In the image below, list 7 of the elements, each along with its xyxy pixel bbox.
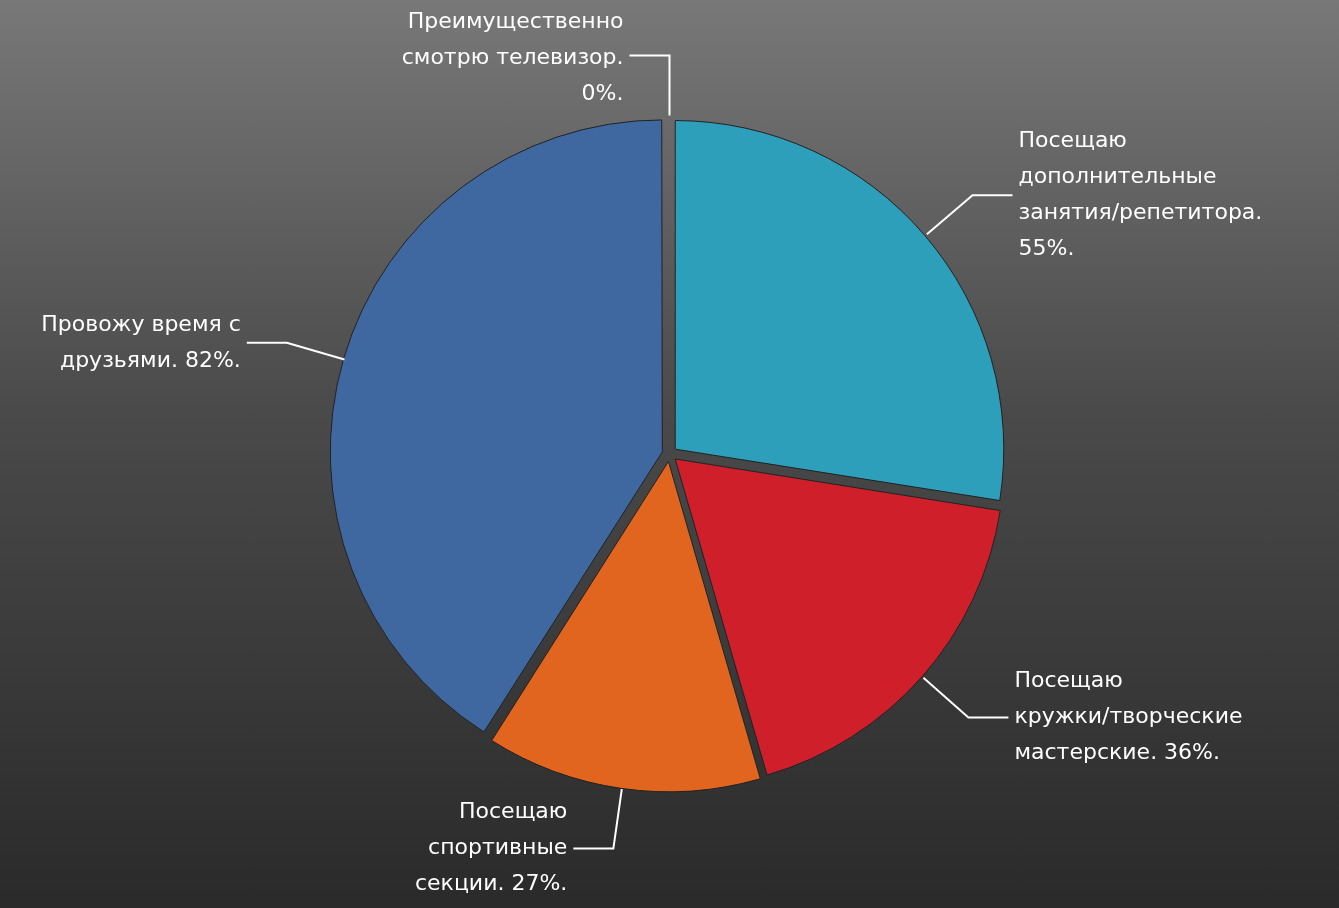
text: 0%. — [581, 79, 624, 105]
slice-label: Посещаю дополнительные занятия/репетитора. — [1018, 126, 1263, 224]
slice-label: Провожу время с друзьями. 82%. — [41, 310, 241, 372]
data-label: 55%. — [1018, 234, 1075, 260]
slice-label: Посещаю спортивные секции. 27%. — [414, 798, 568, 896]
category-label: Преимущественно смотрю телевизор. — [401, 7, 624, 69]
slice-label: Посещаю кружки/творческие мастерские. 36%. — [1014, 667, 1243, 765]
